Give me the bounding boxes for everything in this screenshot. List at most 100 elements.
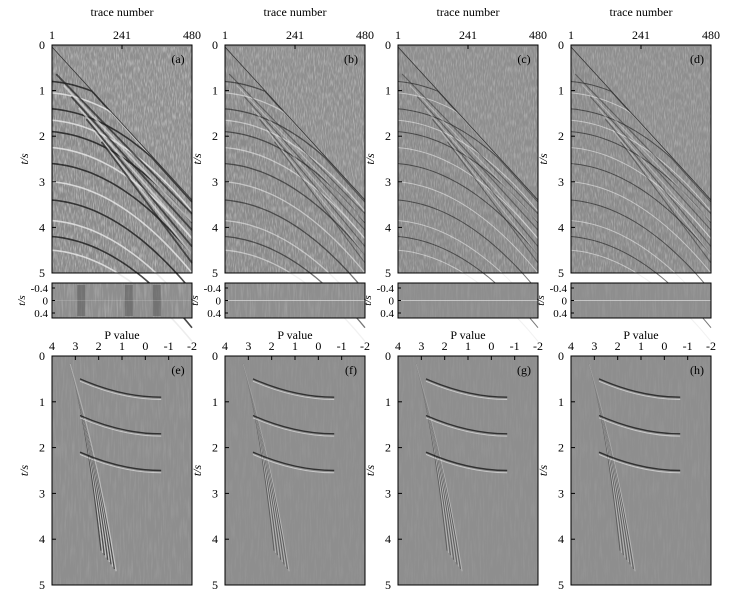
reflection-event	[51, 119, 193, 212]
dispersive-event	[242, 363, 282, 560]
x-tick-label: 480	[356, 28, 374, 42]
first-arrival	[224, 46, 366, 201]
linear-event	[620, 141, 712, 264]
linear-event	[259, 118, 366, 247]
y-tick-label: 4	[558, 220, 564, 234]
linear-event	[432, 118, 539, 247]
reflection-event	[397, 181, 539, 274]
linear-event	[416, 96, 539, 231]
strip-y-tick-label: 0	[216, 296, 222, 308]
dispersive-event	[242, 363, 280, 558]
linear-event	[236, 84, 366, 223]
strip-y-tick-label: 0.4	[553, 308, 567, 320]
panel-label: (a)	[171, 52, 184, 66]
reflection-event	[598, 380, 681, 401]
reflection-event	[224, 146, 366, 240]
y-tick-label: 2	[212, 129, 218, 143]
y-tick-label: 0	[558, 349, 564, 363]
x-tick-label: 0	[661, 339, 667, 353]
y-tick-label: 5	[212, 578, 218, 592]
y-tick-label: 3	[558, 175, 564, 189]
y-tick-label: 4	[385, 532, 391, 546]
reflection-event	[598, 378, 681, 398]
dispersive-event	[415, 363, 451, 556]
x-tick-label: 2	[269, 339, 275, 353]
x-tick-label: -2	[533, 339, 543, 353]
y-tick-label: 1	[39, 84, 45, 98]
reflection-event	[79, 380, 162, 401]
reflection-event	[224, 181, 366, 274]
y-tick-label: 1	[385, 84, 391, 98]
x-tick-label: 2	[96, 339, 102, 353]
y-tick-label: 5	[39, 266, 45, 280]
y-tick-label: 2	[558, 129, 564, 143]
trace-panel-b	[224, 44, 366, 342]
reflection-event	[51, 181, 193, 274]
reflection-event	[79, 378, 162, 398]
strip-feature	[124, 285, 133, 316]
linear-event	[605, 118, 712, 247]
dispersive-event	[415, 363, 455, 560]
y-tick-label: 0	[212, 349, 218, 363]
y-tick-label: 2	[385, 441, 391, 455]
strip-y-tick-label: 0	[562, 296, 568, 308]
panel-label: (e)	[171, 363, 184, 377]
reflection-event	[397, 199, 539, 292]
reflection-event	[224, 119, 366, 212]
strip-y-tick-label: 0.4	[380, 308, 394, 320]
y-tick-label: 2	[212, 441, 218, 455]
x-tick-label: 3	[418, 339, 424, 353]
x-tick-label: 1	[49, 28, 55, 42]
reflection-event	[252, 417, 335, 437]
panel-texture	[398, 356, 538, 585]
y-tick-label: 1	[39, 395, 45, 409]
reflection-event	[425, 414, 508, 435]
dispersive-event	[415, 363, 456, 563]
residual-strip-d	[570, 282, 712, 319]
dispersive-event	[588, 363, 631, 565]
y-tick-label: 3	[39, 486, 45, 500]
y-tick-label: 5	[558, 266, 564, 280]
panel-texture	[571, 356, 711, 585]
reflection-event	[598, 454, 681, 474]
reflection-event	[570, 163, 712, 256]
residual-strip-c	[397, 282, 539, 319]
dispersive-event	[588, 363, 621, 551]
strip-y-tick-label: -0.4	[204, 283, 222, 295]
y-axis-label: t/s	[17, 153, 31, 165]
reflection-event	[425, 454, 508, 474]
y-tick-label: 3	[385, 175, 391, 189]
reflection-event	[79, 451, 162, 472]
x-tick-label: 480	[529, 28, 547, 42]
tau-p-panel-g	[397, 355, 539, 586]
x-tick-label: 1	[395, 28, 401, 42]
reflection-event	[224, 130, 366, 224]
x-tick-label: 1	[465, 339, 471, 353]
reflection-event	[598, 417, 681, 437]
y-tick-label: 4	[558, 532, 564, 546]
y-tick-label: 4	[39, 220, 45, 234]
x-tick-label: -2	[187, 339, 197, 353]
strip-y-axis-label: t/s	[362, 295, 374, 305]
y-tick-label: 5	[212, 266, 218, 280]
dispersive-event	[69, 363, 117, 572]
x-tick-label: 4	[568, 339, 574, 353]
linear-event	[424, 107, 539, 239]
y-axis-label: t/s	[363, 153, 377, 165]
x-tick-label: 1	[292, 339, 298, 353]
linear-event	[251, 107, 366, 239]
linear-event	[589, 96, 712, 231]
linear-event	[70, 96, 193, 231]
dispersive-event	[588, 363, 633, 567]
linear-event	[439, 130, 539, 256]
dispersive-event	[588, 363, 623, 553]
x-tick-label: 4	[395, 339, 401, 353]
panel-label: (b)	[344, 52, 358, 66]
strip-y-tick-label: -0.4	[377, 283, 395, 295]
dispersive-event	[415, 363, 460, 567]
y-tick-label: 1	[212, 395, 218, 409]
reflection-event	[570, 108, 712, 203]
x-tick-label: 3	[245, 339, 251, 353]
dispersive-event	[242, 363, 275, 551]
